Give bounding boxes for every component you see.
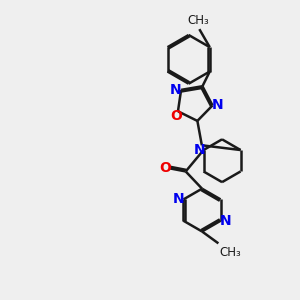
Text: N: N: [220, 214, 231, 228]
Text: CH₃: CH₃: [220, 246, 242, 259]
Text: O: O: [170, 109, 182, 123]
Text: O: O: [159, 161, 171, 176]
Text: N: N: [170, 83, 182, 97]
Text: N: N: [173, 192, 184, 206]
Text: N: N: [212, 98, 224, 112]
Text: N: N: [194, 143, 205, 157]
Text: CH₃: CH₃: [187, 14, 209, 27]
